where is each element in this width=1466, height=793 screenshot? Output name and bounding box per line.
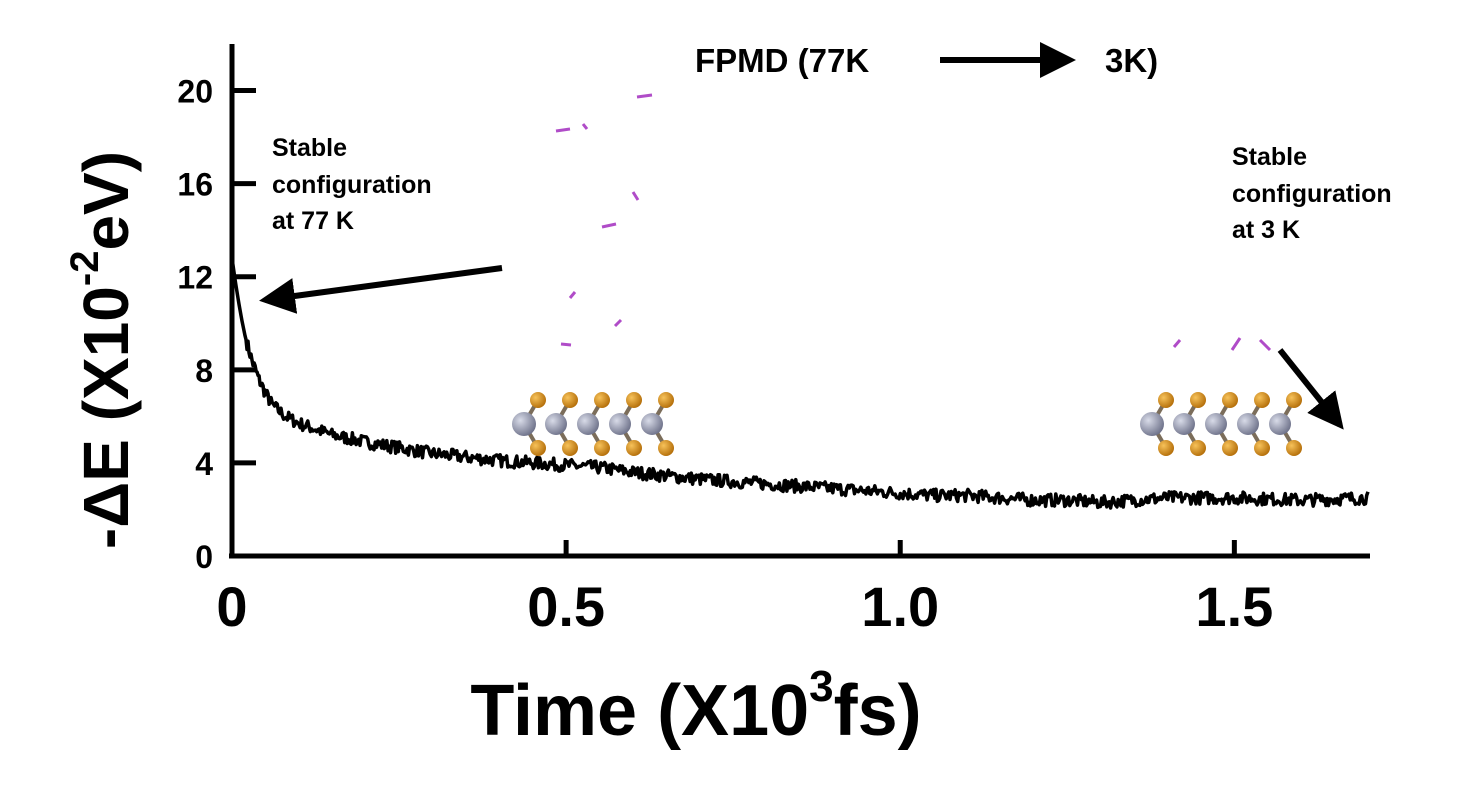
annotation-3k-line3: at 3 K bbox=[1232, 216, 1300, 244]
axes bbox=[229, 44, 1370, 559]
title-start: FPMD (77K bbox=[695, 42, 869, 79]
sulfur-atom bbox=[1254, 440, 1270, 456]
metal-atom bbox=[609, 413, 631, 435]
x-axis-label-prefix: Time (X10 bbox=[470, 671, 809, 751]
annotation-77k-arrow bbox=[259, 265, 503, 314]
x-tick-label: 1.0 bbox=[861, 575, 939, 638]
mos2-layer-icon bbox=[1140, 392, 1302, 456]
x-axis-label-suffix: fs) bbox=[834, 671, 922, 751]
series-line bbox=[230, 257, 1370, 510]
metal-atom bbox=[545, 413, 567, 435]
sulfur-atom bbox=[658, 440, 674, 456]
annotation-77k-line2: configuration bbox=[272, 171, 432, 199]
sulfur-atom bbox=[1222, 440, 1238, 456]
metal-atom bbox=[577, 413, 599, 435]
sulfur-atom bbox=[626, 392, 642, 408]
sulfur-atom bbox=[1190, 392, 1206, 408]
metal-atom bbox=[1269, 413, 1291, 435]
metal-atom bbox=[1140, 412, 1164, 436]
annotation-3k: Stable configuration at 3 K bbox=[1232, 143, 1392, 430]
annotation-77k: Stable configuration at 77 K bbox=[259, 134, 503, 314]
x-axis-label-exponent: 3 bbox=[809, 662, 833, 711]
sulfur-atom bbox=[1254, 392, 1270, 408]
metal-atom bbox=[1237, 413, 1259, 435]
y-tick-label: 0 bbox=[195, 539, 213, 575]
annotation-3k-line1: Stable bbox=[1232, 143, 1307, 171]
sulfur-atom bbox=[626, 440, 642, 456]
sulfur-atom bbox=[562, 440, 578, 456]
metal-atom bbox=[641, 413, 663, 435]
mos2-layer-icon bbox=[512, 392, 674, 456]
molecules-inset-77k bbox=[512, 93, 674, 456]
y-tick-label: 12 bbox=[177, 260, 213, 296]
annotation-77k-line1: Stable bbox=[272, 134, 347, 162]
metal-atom bbox=[512, 412, 536, 436]
annotation-77k-line3: at 77 K bbox=[272, 207, 354, 235]
sulfur-atom bbox=[530, 392, 546, 408]
molecule-icon bbox=[1172, 337, 1272, 352]
annotation-3k-arrow bbox=[1277, 348, 1344, 430]
sulfur-atom bbox=[1158, 440, 1174, 456]
x-tick-label: 0.5 bbox=[527, 575, 605, 638]
sulfur-atom bbox=[562, 392, 578, 408]
y-axis-label-suffix: eV) bbox=[70, 151, 142, 251]
sulfur-atom bbox=[530, 440, 546, 456]
annotation-3k-line2: configuration bbox=[1232, 180, 1392, 208]
y-tick-label: 8 bbox=[195, 353, 213, 389]
y-axis-label-prefix: -ΔE (X10 bbox=[70, 286, 142, 549]
y-tick-label: 16 bbox=[177, 167, 213, 203]
y-axis-label: -ΔE (X10-2eV) bbox=[63, 151, 142, 549]
y-tick-label: 4 bbox=[195, 446, 213, 482]
x-axis-label: Time (X103fs) bbox=[470, 662, 921, 751]
sulfur-atom bbox=[594, 440, 610, 456]
sulfur-atom bbox=[658, 392, 674, 408]
sulfur-atom bbox=[1286, 392, 1302, 408]
x-tick-label: 0 bbox=[216, 575, 247, 638]
x-ticks: 0 0.5 1.0 1.5 bbox=[216, 540, 1273, 638]
sulfur-atom bbox=[1190, 440, 1206, 456]
metal-atom bbox=[1173, 413, 1195, 435]
y-tick-label: 20 bbox=[177, 74, 213, 110]
y-axis-label-exponent: -2 bbox=[63, 251, 107, 287]
y-ticks: 0 4 8 12 16 20 bbox=[177, 74, 256, 575]
title-end: 3K) bbox=[1105, 42, 1158, 79]
molecule-icon bbox=[555, 93, 653, 347]
x-tick-label: 1.5 bbox=[1195, 575, 1273, 638]
sulfur-atom bbox=[594, 392, 610, 408]
sulfur-atom bbox=[1222, 392, 1238, 408]
sulfur-atom bbox=[1158, 392, 1174, 408]
chart-title: FPMD (77K 3K) bbox=[695, 42, 1158, 79]
metal-atom bbox=[1205, 413, 1227, 435]
molecules-inset-3k bbox=[1140, 337, 1302, 456]
sulfur-atom bbox=[1286, 440, 1302, 456]
